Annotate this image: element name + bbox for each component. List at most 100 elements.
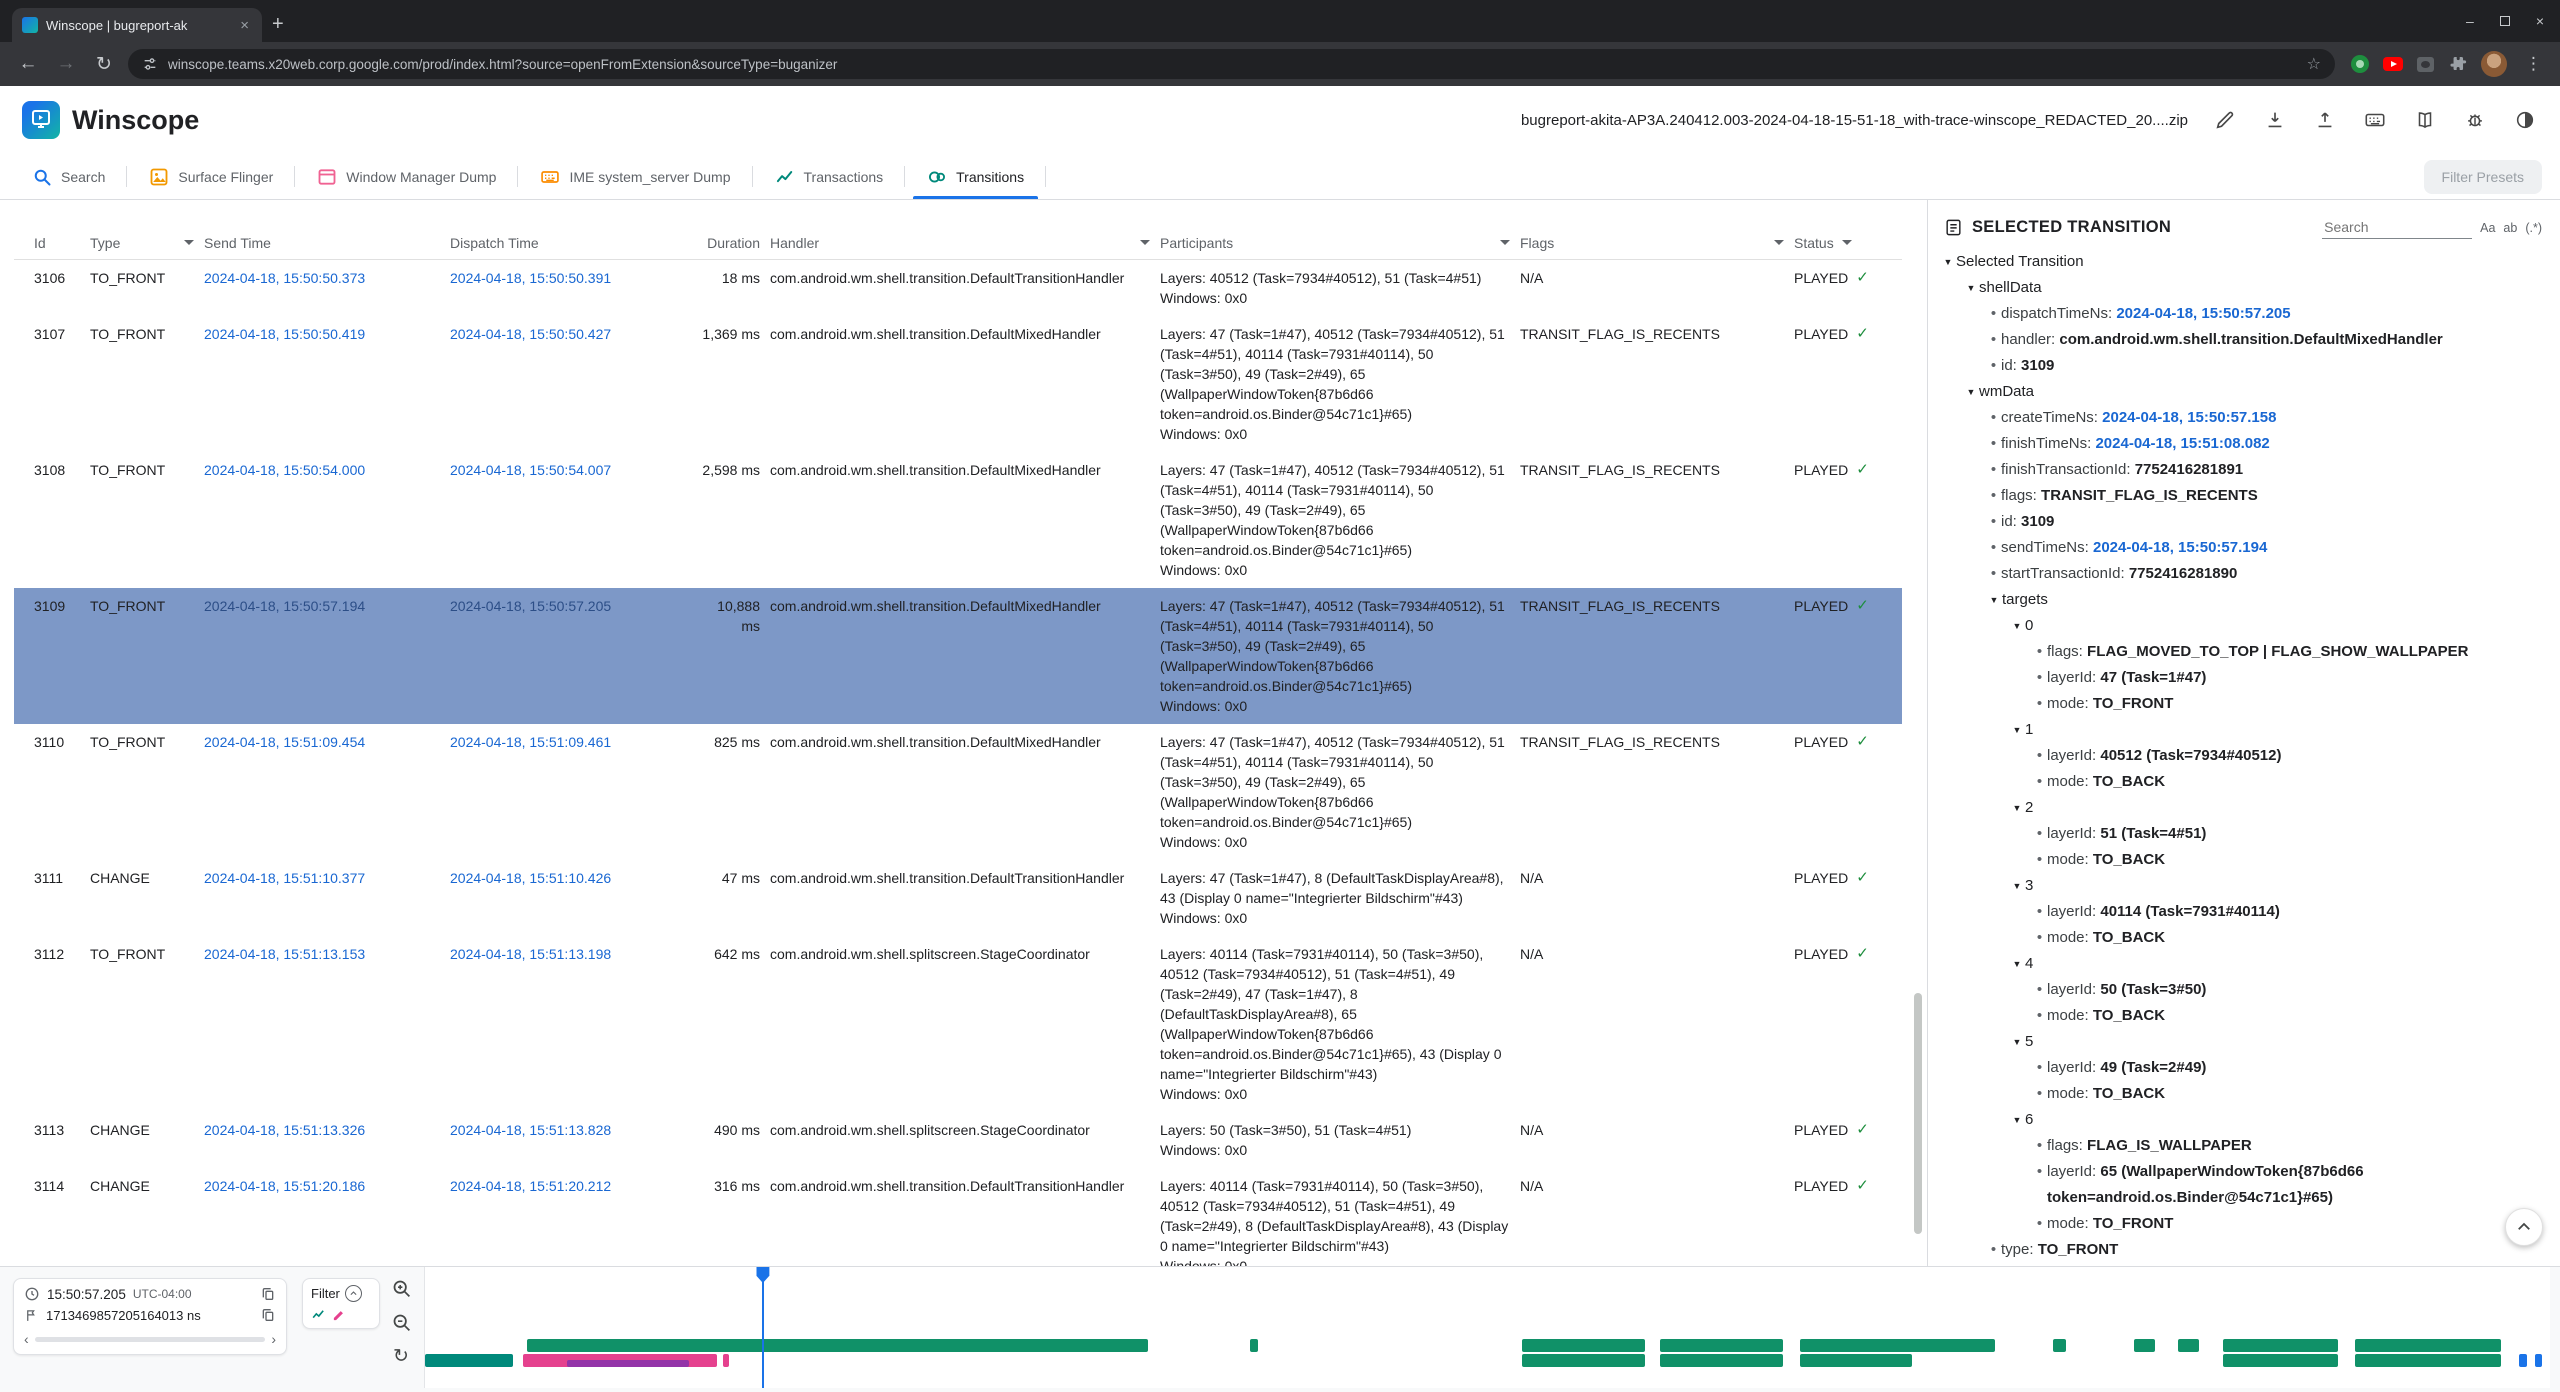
column-header-send-time[interactable]: Send Time (204, 234, 271, 251)
timeline-segment[interactable] (425, 1354, 514, 1367)
send-time-link[interactable]: 2024-04-18, 15:50:54.000 (204, 462, 366, 478)
timeline-segment[interactable] (2354, 1339, 2502, 1352)
transition-row-3108[interactable]: 3108 TO_FRONT 2024-04-18, 15:50:54.000 2024… (14, 452, 1902, 588)
dispatch-time-link[interactable]: 2024-04-18, 15:50:54.007 (450, 462, 612, 478)
column-header-participants[interactable]: Participants (1160, 235, 1510, 251)
forward-button[interactable]: → (56, 53, 76, 74)
new-tab-button[interactable]: + (272, 13, 284, 35)
tab-window-manager-dump[interactable]: Window Manager Dump (295, 154, 519, 199)
collapse-arrow-icon[interactable]: ▼ (2012, 1115, 2022, 1125)
transition-row-3107[interactable]: 3107 TO_FRONT 2024-04-18, 15:50:50.419 2024… (14, 316, 1902, 452)
timeline-segment[interactable] (1659, 1354, 1783, 1367)
collapse-arrow-icon[interactable]: ▼ (1989, 595, 1999, 605)
column-header-flags[interactable]: Flags (1520, 235, 1784, 251)
send-time-link[interactable]: 2024-04-18, 15:51:13.326 (204, 1122, 366, 1138)
extension-icon-green[interactable] (2351, 55, 2369, 73)
youtube-extension-icon[interactable] (2383, 57, 2403, 71)
collapse-arrow-icon[interactable]: ▼ (1966, 283, 1976, 293)
dispatch-time-link[interactable]: 2024-04-18, 15:50:50.391 (450, 270, 612, 286)
tab-ime-system_server-dump[interactable]: IME system_server Dump (518, 154, 753, 199)
send-time-link[interactable]: 2024-04-18, 15:50:57.194 (204, 598, 366, 614)
collapse-arrow-icon[interactable]: ▼ (2012, 881, 2022, 891)
tree-node-targets[interactable]: ▼ targets (1936, 587, 2552, 613)
dark-mode-icon[interactable] (2512, 107, 2538, 133)
collapse-arrow-icon[interactable]: ▼ (2012, 1037, 2022, 1047)
timeline-segment[interactable] (722, 1354, 729, 1367)
shortcuts-icon[interactable] (2362, 107, 2388, 133)
tab-close-icon[interactable]: × (240, 16, 249, 34)
timeline-segment[interactable] (2535, 1354, 2542, 1367)
match-case-icon[interactable]: Aa (2480, 220, 2496, 235)
bug-report-icon[interactable] (2462, 107, 2488, 133)
dispatch-time-link[interactable]: 2024-04-18, 15:51:09.461 (450, 734, 612, 750)
copy-timestamp-icon[interactable] (260, 1307, 276, 1323)
dispatch-time-link[interactable]: 2024-04-18, 15:51:13.828 (450, 1122, 612, 1138)
timeline-h-scrollbar[interactable]: ‹ › (24, 1331, 276, 1347)
collapse-arrow-icon[interactable]: ▼ (1966, 387, 1976, 397)
filter-caret-icon[interactable] (184, 240, 194, 245)
timestamp-flag-icon[interactable] (24, 1308, 39, 1323)
send-time-link[interactable]: 2024-04-18, 15:51:10.377 (204, 870, 366, 886)
zoom-out-button[interactable] (388, 1309, 414, 1335)
property-value[interactable]: 2024-04-18, 15:50:57.194 (2092, 539, 2268, 556)
tree-node-4[interactable]: ▼ 4 (1936, 951, 2552, 977)
filter-presets-button[interactable]: Filter Presets (2423, 159, 2542, 194)
dispatch-time-link[interactable]: 2024-04-18, 15:50:50.427 (450, 326, 612, 342)
timeline-segment[interactable] (2052, 1339, 2066, 1352)
tab-transitions[interactable]: Transitions (905, 154, 1047, 199)
tree-node-6[interactable]: ▼ 6 (1936, 1107, 2552, 1133)
timeline-segment[interactable] (2133, 1339, 2155, 1352)
tab-search[interactable]: Search (10, 154, 128, 199)
timeline-cursor-handle[interactable] (756, 1267, 770, 1283)
download-icon[interactable] (2262, 107, 2288, 133)
dispatch-time-link[interactable]: 2024-04-18, 15:51:10.426 (450, 870, 612, 886)
send-time-link[interactable]: 2024-04-18, 15:51:13.153 (204, 946, 366, 962)
timeline-segment[interactable] (2519, 1354, 2527, 1367)
timeline-segment[interactable] (1799, 1354, 1913, 1367)
transactions-trace-icon[interactable] (311, 1307, 326, 1322)
scroll-to-top-button[interactable] (2505, 1208, 2543, 1246)
dispatch-time-link[interactable]: 2024-04-18, 15:50:57.205 (450, 598, 612, 614)
send-time-link[interactable]: 2024-04-18, 15:51:20.186 (204, 1178, 366, 1194)
dispatch-time-link[interactable]: 2024-04-18, 15:51:13.198 (450, 946, 612, 962)
tree-node-5[interactable]: ▼ 5 (1936, 1029, 2552, 1055)
tree-node-selected-transition[interactable]: ▼ Selected Transition (1936, 249, 2552, 275)
reset-zoom-button[interactable]: ↻ (388, 1343, 414, 1369)
documentation-icon[interactable] (2412, 107, 2438, 133)
url-bar[interactable]: winscope.teams.x20web.corp.google.com/pr… (128, 49, 2335, 79)
dispatch-time-link[interactable]: 2024-04-18, 15:51:20.212 (450, 1178, 612, 1194)
tree-node-wmdata[interactable]: ▼ wmData (1936, 379, 2552, 405)
transition-row-3106[interactable]: 3106 TO_FRONT 2024-04-18, 15:50:50.373 2024… (14, 260, 1902, 316)
edit-icon[interactable] (2212, 107, 2238, 133)
tree-node-0[interactable]: ▼ 0 (1936, 613, 2552, 639)
profile-avatar[interactable] (2481, 51, 2507, 77)
timeline-cursor[interactable] (756, 1267, 770, 1388)
collapse-arrow-icon[interactable]: ▼ (2012, 803, 2022, 813)
browser-tab[interactable]: Winscope | bugreport-ak × (12, 8, 262, 42)
timeline-segment[interactable] (527, 1339, 1148, 1352)
filter-caret-icon[interactable] (1140, 240, 1150, 245)
timeline-segment[interactable] (567, 1360, 689, 1367)
column-header-type[interactable]: Type (90, 235, 194, 251)
send-time-link[interactable]: 2024-04-18, 15:50:50.373 (204, 270, 366, 286)
column-header-id[interactable]: Id (34, 234, 46, 251)
collapse-arrow-icon[interactable]: ▼ (1943, 257, 1953, 267)
collapse-filter-icon[interactable] (344, 1285, 362, 1302)
window-close-button[interactable]: × (2535, 13, 2544, 29)
transition-row-3111[interactable]: 3111 CHANGE 2024-04-18, 15:51:10.377 2024-0… (14, 860, 1902, 936)
send-time-link[interactable]: 2024-04-18, 15:50:50.419 (204, 326, 366, 342)
browser-menu-icon[interactable]: ⋮ (2525, 54, 2542, 73)
filter-caret-icon[interactable] (1500, 240, 1510, 245)
collapse-arrow-icon[interactable]: ▼ (2012, 959, 2022, 969)
column-header-status[interactable]: Status (1794, 235, 1880, 251)
tab-transactions[interactable]: Transactions (753, 154, 906, 199)
transition-row-3113[interactable]: 3113 CHANGE 2024-04-18, 15:51:13.326 2024-0… (14, 1112, 1902, 1168)
zoom-in-button[interactable] (388, 1275, 414, 1301)
send-time-link[interactable]: 2024-04-18, 15:51:09.454 (204, 734, 366, 750)
table-scrollbar-thumb[interactable] (1914, 993, 1922, 1234)
timeline-segment[interactable] (2222, 1354, 2338, 1367)
timeline-segment[interactable] (1521, 1339, 1645, 1352)
upload-icon[interactable] (2312, 107, 2338, 133)
timeline-segment[interactable] (1521, 1354, 1645, 1367)
scroll-left-icon[interactable]: ‹ (24, 1331, 29, 1347)
